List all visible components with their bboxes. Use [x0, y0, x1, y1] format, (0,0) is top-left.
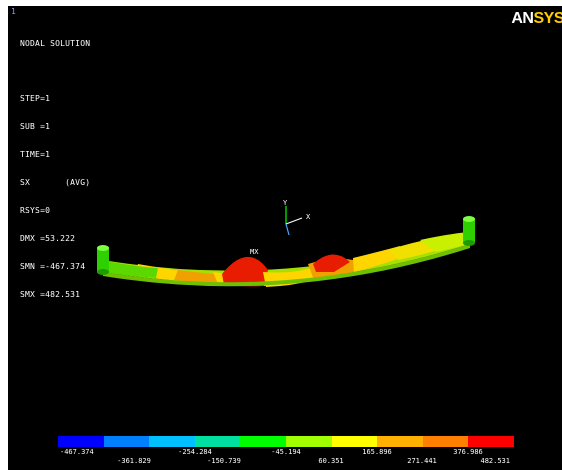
- legend-label-bottom: -150.739: [207, 457, 241, 465]
- legend-swatch: [195, 436, 240, 447]
- legend-swatch: [149, 436, 195, 447]
- info-line: NODAL SOLUTION: [20, 38, 91, 48]
- left-end-boss: [97, 245, 109, 275]
- beam-model-view[interactable]: Y X MX: [8, 6, 562, 470]
- info-line: SUB =1: [20, 122, 51, 132]
- legend-label-top: -45.194: [271, 448, 301, 456]
- legend-swatch: [377, 436, 423, 447]
- window-number: 1: [11, 7, 16, 16]
- legend-label-bottom: 271.441: [407, 457, 437, 465]
- info-line: SX (AVG): [20, 178, 91, 188]
- solution-info-block: NODAL SOLUTION STEP=1 SUB =1 TIME=1 SX (…: [20, 20, 90, 318]
- coordinate-triad: Y X: [283, 199, 311, 236]
- info-line: STEP=1: [20, 94, 51, 104]
- triad-x-label: X: [306, 213, 311, 221]
- legend-label-top: 165.896: [362, 448, 392, 456]
- contour-legend: -467.374 -254.284 -45.194 165.896 376.98…: [58, 436, 514, 465]
- legend-swatch: [286, 436, 332, 447]
- info-line: TIME=1: [20, 150, 51, 160]
- legend-swatch: [423, 436, 468, 447]
- max-marker: MX: [250, 248, 259, 256]
- graphics-window[interactable]: 1 NODAL SOLUTION STEP=1 SUB =1 TIME=1 SX…: [8, 6, 562, 470]
- legend-swatch: [104, 436, 149, 447]
- legend-label-top: 376.986: [453, 448, 483, 456]
- legend-swatch: [58, 436, 104, 447]
- info-line: SMX =482.531: [20, 289, 81, 299]
- right-end-boss: [463, 216, 475, 246]
- legend-swatch: [240, 436, 286, 447]
- legend-label-bottom: 482.531: [480, 457, 510, 465]
- ansys-logo: ANSYS: [511, 10, 562, 27]
- legend-swatch: [332, 436, 377, 447]
- legend-label-top: -254.284: [178, 448, 212, 456]
- info-line: RSYS=0: [20, 205, 51, 215]
- info-line: DMX =53.222: [20, 233, 76, 243]
- triad-y-label: Y: [283, 199, 288, 207]
- beam-contour: [103, 232, 470, 287]
- legend-label-bottom: 60.351: [318, 457, 344, 465]
- info-line: SMN =-467.374: [20, 261, 86, 271]
- legend-label-top: -467.374: [60, 448, 94, 456]
- legend-label-bottom: -361.829: [117, 457, 151, 465]
- legend-swatch: [468, 436, 514, 447]
